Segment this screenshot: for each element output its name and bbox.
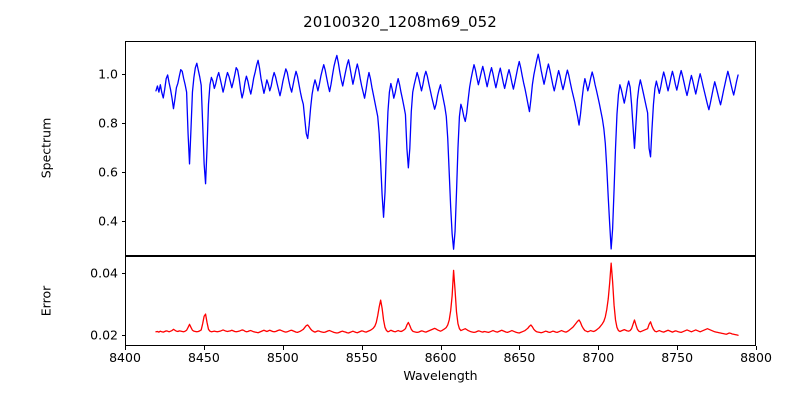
y-spectrum-tick-label: 0.8: [98, 115, 118, 131]
x-tick-mark: [677, 346, 679, 350]
x-tick-mark: [756, 346, 758, 350]
y-axis-label-error-text: Error: [38, 285, 54, 317]
x-tick-mark: [282, 346, 284, 350]
y-axis-label-spectrum-text: Spectrum: [38, 117, 54, 179]
y-spectrum-tick-mark: [121, 73, 125, 76]
spectrum-plot-panel: [125, 41, 756, 256]
x-tick-label: 8500: [266, 350, 299, 365]
y-spectrum-tick-label: 0.6: [98, 164, 118, 180]
x-tick-mark: [125, 346, 127, 350]
spectrum-line-chart: [155, 53, 739, 250]
x-tick-label: 8600: [424, 350, 457, 365]
y-error-tick-mark: [121, 335, 125, 337]
y-error-tick-label: 0.02: [90, 327, 118, 343]
error-data-line: [155, 262, 739, 336]
x-tick-mark: [361, 346, 363, 350]
x-tick-label: 8800: [740, 350, 772, 365]
figure-title: 20100320_1208m69_052: [303, 13, 497, 31]
x-axis-label: Wavelength: [403, 368, 478, 383]
y-spectrum-tick-mark: [121, 171, 125, 173]
y-spectrum-tick-label: 0.4: [98, 213, 118, 229]
x-tick-label: 8400: [109, 350, 141, 365]
x-tick-label: 8700: [582, 350, 615, 365]
x-tick-mark: [440, 346, 442, 350]
x-tick-mark: [519, 346, 521, 350]
spectrum-data-line: [155, 53, 739, 250]
error-plot-panel: [125, 256, 756, 346]
x-tick-label: 8550: [345, 350, 378, 365]
x-tick-label: 8750: [661, 350, 694, 365]
x-tick-label: 8450: [187, 350, 220, 365]
x-tick-mark: [598, 346, 600, 350]
y-spectrum-tick-mark: [121, 220, 125, 222]
y-error-tick-mark: [121, 273, 125, 275]
x-tick-mark: [203, 346, 205, 350]
error-line-chart: [155, 262, 739, 336]
y-spectrum-tick-label: 1.0: [98, 66, 118, 82]
x-tick-label: 8650: [503, 350, 536, 365]
y-error-tick-label: 0.04: [90, 265, 118, 281]
y-spectrum-tick-mark: [121, 122, 125, 124]
